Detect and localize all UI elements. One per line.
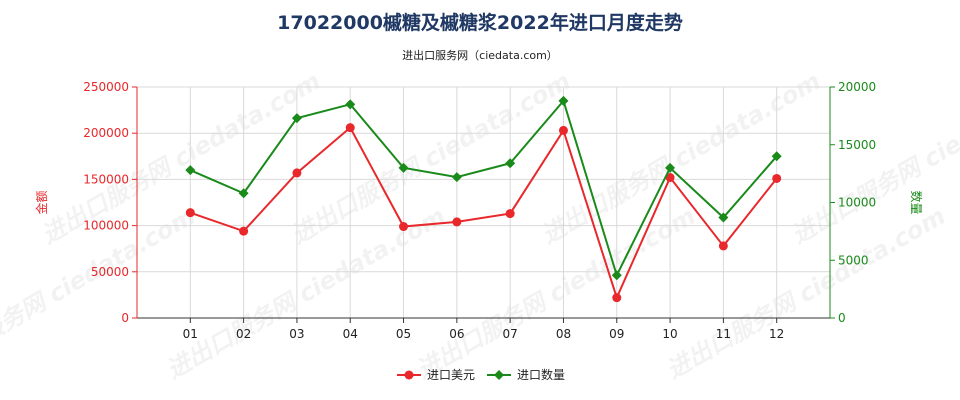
x-tick-label-11: 11 bbox=[716, 327, 731, 341]
y-right-tick-label: 20000 bbox=[838, 80, 876, 94]
series-1-point-11 bbox=[718, 241, 728, 251]
x-tick-label-12: 12 bbox=[769, 327, 784, 341]
series-1-point-04 bbox=[345, 123, 355, 133]
x-tick-label-06: 06 bbox=[449, 327, 464, 341]
x-tick-label-08: 08 bbox=[556, 327, 571, 341]
legend-item-2[interactable]: 进口数量 bbox=[487, 367, 565, 382]
y-left-tick-label: 200000 bbox=[83, 126, 129, 140]
x-tick-label-07: 07 bbox=[503, 327, 518, 341]
legend-label: 进口数量 bbox=[517, 367, 565, 382]
series-2-point-10 bbox=[665, 162, 676, 173]
y-left-tick-label: 100000 bbox=[83, 219, 129, 233]
y-right-tick-label: 15000 bbox=[838, 138, 876, 152]
legend-item-1[interactable]: 进口美元 bbox=[397, 368, 475, 382]
series-2-point-12 bbox=[771, 151, 782, 162]
legend: 进口美元 进口数量 bbox=[397, 367, 565, 382]
chart-title: 17022000槭糖及槭糖浆2022年进口月度走势 bbox=[277, 11, 683, 34]
series-1-point-02 bbox=[239, 226, 249, 236]
series-2-point-01 bbox=[185, 165, 196, 176]
x-tick-label-01: 01 bbox=[183, 327, 198, 341]
series-2-point-11 bbox=[718, 212, 729, 223]
series-1-point-12 bbox=[772, 173, 782, 183]
y-left-tick-label: 250000 bbox=[83, 80, 129, 94]
series-1 bbox=[185, 123, 782, 303]
y-left-tick-label: 50000 bbox=[91, 265, 129, 279]
series-1-point-09 bbox=[612, 293, 622, 303]
y-left-axis-title: 金额 bbox=[34, 190, 49, 214]
series-2-line bbox=[189, 98, 778, 278]
series-1-point-08 bbox=[558, 125, 568, 135]
x-tick-label-10: 10 bbox=[662, 327, 677, 341]
series-1-point-06 bbox=[452, 217, 462, 227]
x-tick-label-02: 02 bbox=[236, 327, 251, 341]
series-1-point-10 bbox=[665, 173, 675, 183]
y-right-tick-label: 5000 bbox=[838, 253, 869, 267]
series-2-point-04 bbox=[345, 99, 356, 110]
y-right-tick-label: 10000 bbox=[838, 196, 876, 210]
series-2-point-07 bbox=[505, 158, 516, 169]
series-1-point-03 bbox=[292, 168, 302, 178]
series-1-line bbox=[189, 126, 778, 301]
series-2-point-05 bbox=[398, 162, 409, 173]
x-tick-label-09: 09 bbox=[609, 327, 624, 341]
series-2 bbox=[185, 95, 782, 281]
series-2-point-09 bbox=[611, 270, 622, 281]
series-2-point-03 bbox=[291, 113, 302, 124]
series-1-point-01 bbox=[185, 208, 195, 218]
legend-marker bbox=[494, 370, 504, 380]
x-tick-label-04: 04 bbox=[343, 327, 358, 341]
x-tick-label-03: 03 bbox=[289, 327, 304, 341]
x-tick-label-05: 05 bbox=[396, 327, 411, 341]
series-1-point-05 bbox=[399, 222, 409, 232]
y-right-axis-title: 数量 bbox=[909, 190, 924, 214]
legend-marker bbox=[404, 370, 414, 380]
chart-subtitle: 进出口服务网（ciedata.com） bbox=[402, 48, 558, 62]
axes: 01 02 03 04 05 06 07 08 09 10 11 120500001000001500… bbox=[83, 80, 876, 341]
series-2-point-02 bbox=[238, 188, 249, 199]
y-left-tick-label: 0 bbox=[121, 311, 129, 325]
series-2-point-08 bbox=[558, 95, 569, 106]
y-right-tick-label: 0 bbox=[838, 311, 846, 325]
y-left-tick-label: 150000 bbox=[83, 172, 129, 186]
series bbox=[185, 95, 782, 303]
series-2-point-06 bbox=[451, 172, 462, 183]
legend-label: 进口美元 bbox=[427, 368, 475, 382]
series-1-point-07 bbox=[505, 209, 515, 219]
